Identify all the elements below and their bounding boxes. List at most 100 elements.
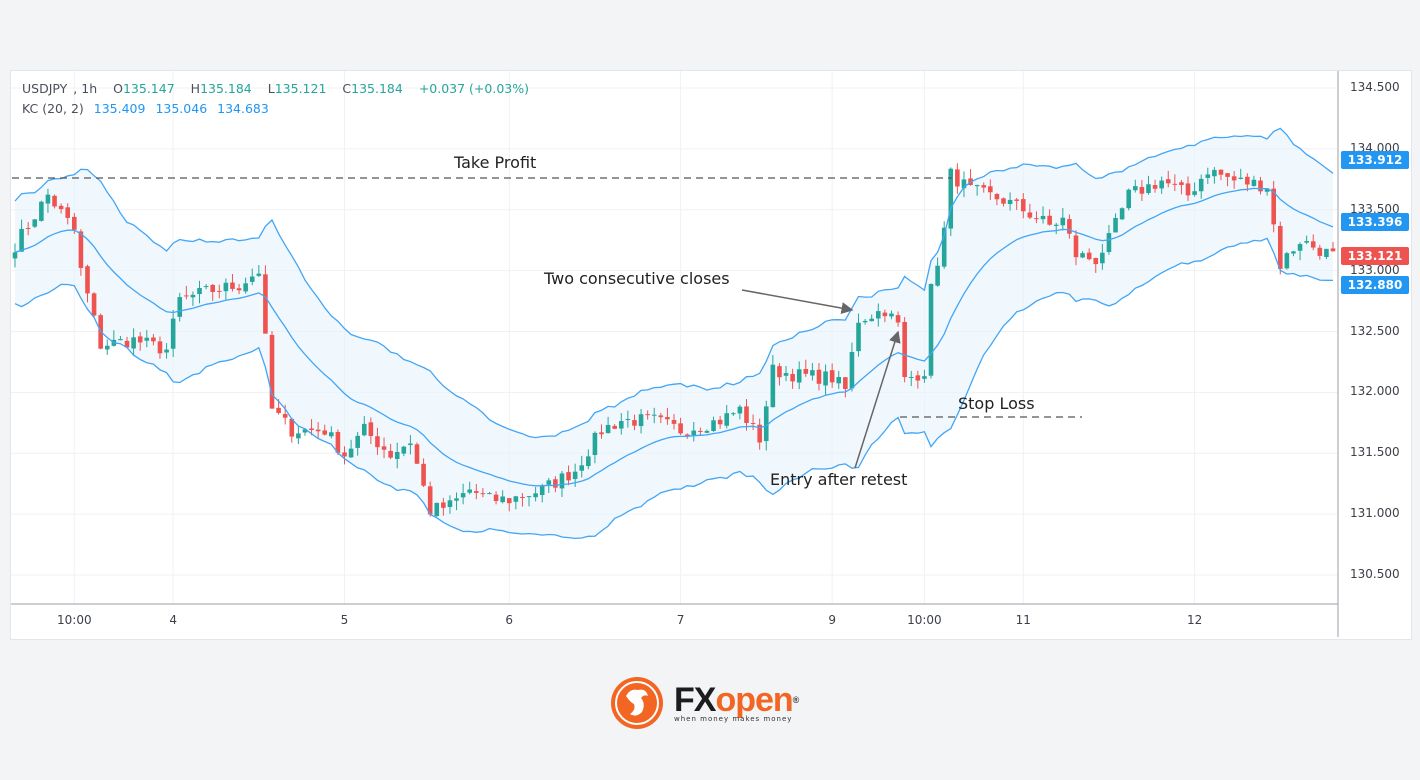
entry-label: Entry after retest: [770, 470, 908, 489]
candle-body: [731, 413, 736, 415]
y-tick-label: 133.000: [1350, 262, 1400, 277]
candle-body: [1271, 188, 1276, 225]
candle-body: [335, 431, 341, 453]
stop-loss-label: Stop Loss: [958, 394, 1035, 413]
candle-body: [58, 205, 64, 210]
candle-body: [322, 430, 328, 435]
candle-body: [671, 419, 677, 424]
candle-body: [269, 334, 275, 409]
candle-body: [539, 485, 545, 496]
candle-body: [447, 500, 453, 508]
candle-body: [1205, 174, 1211, 178]
candle-body: [1139, 187, 1145, 194]
candle-body: [981, 185, 987, 188]
candle-body: [118, 339, 123, 341]
candle-body: [104, 345, 110, 350]
x-tick-label: 5: [340, 613, 349, 627]
candle-body: [1067, 219, 1072, 234]
candle-body: [1034, 218, 1039, 220]
candle-body: [256, 273, 262, 276]
y-tick-label: 130.500: [1350, 567, 1400, 581]
candle-body: [829, 370, 835, 383]
candle-body: [1133, 186, 1138, 191]
candle-body: [1086, 252, 1092, 260]
candle-body: [553, 479, 558, 488]
candle-body: [1284, 253, 1290, 269]
candle-body: [546, 480, 552, 485]
candle-body: [572, 471, 578, 480]
close-value: C135.184: [342, 81, 403, 96]
candle-body: [263, 274, 268, 334]
price-label: 132.880: [1341, 276, 1409, 295]
candle-body: [777, 366, 782, 378]
candle-body: [941, 227, 947, 267]
candle-body: [72, 216, 77, 230]
candle-body: [579, 465, 585, 471]
candle-body: [1100, 252, 1105, 264]
candle-body: [375, 436, 380, 448]
candle-body: [757, 424, 762, 443]
candle-body: [32, 219, 38, 227]
candle-body: [935, 265, 940, 286]
candle-body: [190, 294, 196, 298]
candle-body: [882, 312, 888, 317]
candle-body: [770, 364, 776, 408]
candle-body: [1113, 217, 1118, 233]
candle-body: [329, 432, 334, 437]
candle-body: [1245, 176, 1250, 185]
candle-body: [889, 313, 894, 317]
x-tick-label: 11: [1015, 613, 1031, 627]
x-tick-label: 10:00: [57, 613, 92, 627]
candle-body: [230, 282, 235, 289]
y-tick-label: 132.500: [1350, 323, 1400, 338]
candle-body: [210, 284, 215, 292]
low-value: L135.121: [267, 81, 327, 96]
candle-body: [144, 337, 150, 341]
candle-body: [1093, 257, 1099, 265]
candle-body: [78, 231, 84, 268]
candle-body: [1297, 244, 1303, 251]
candle-body: [1106, 233, 1112, 253]
candle-body: [605, 424, 611, 434]
candle-body: [276, 407, 281, 413]
candle-body: [1330, 248, 1336, 252]
candle-body: [586, 456, 591, 467]
candle-body: [1001, 198, 1006, 204]
candle-body: [1291, 251, 1296, 254]
candle-body: [1047, 215, 1052, 225]
candle-body: [994, 194, 1000, 200]
candle-body: [39, 201, 44, 221]
brand-tagline: when money makes money: [674, 715, 793, 723]
candle-body: [131, 337, 136, 349]
candle-body: [843, 377, 848, 389]
fxopen-logo: FXopen® when money makes money: [608, 674, 799, 732]
candle-body: [948, 168, 954, 229]
candle-body: [1324, 248, 1329, 258]
candle-body: [566, 472, 571, 481]
candle-body: [790, 374, 795, 382]
candle-body: [895, 315, 901, 323]
candle-body: [249, 276, 255, 282]
candle-body: [506, 498, 512, 504]
candle-body: [1310, 241, 1316, 248]
candle-body: [856, 322, 861, 352]
candle-body: [52, 195, 57, 207]
candle-body: [427, 486, 433, 515]
candle-body: [441, 502, 446, 508]
candle-body: [289, 418, 295, 437]
candle-body: [85, 266, 90, 294]
candle-body: [823, 371, 828, 386]
indicator-legend: KC (20, 2) 135.409 135.046 134.683: [22, 101, 275, 116]
candle-body: [1073, 235, 1079, 258]
candle-body: [65, 207, 71, 218]
candle-body: [1007, 199, 1013, 205]
kc-middle-value: 135.046: [155, 101, 208, 116]
candle-body: [454, 498, 459, 501]
candle-body: [618, 421, 624, 429]
candle-body: [164, 349, 169, 353]
candle-body: [19, 228, 24, 252]
candle-body: [678, 423, 683, 434]
candle-body: [638, 414, 644, 427]
candle-body: [381, 446, 387, 450]
